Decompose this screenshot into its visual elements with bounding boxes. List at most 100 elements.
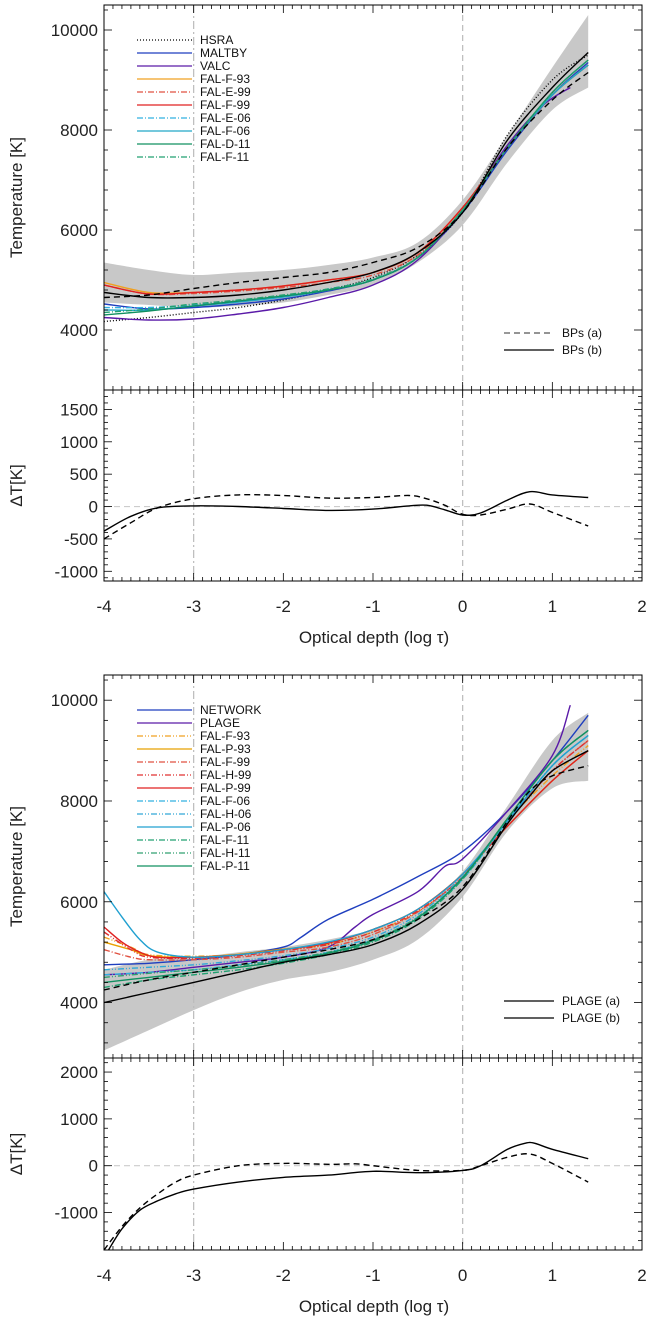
y-tick-label: -500 — [64, 530, 98, 549]
legend: HSRAMALTBYVALCFAL-F-93FAL-E-99FAL-F-99FA… — [137, 33, 251, 164]
y-tick-label: 4000 — [60, 321, 98, 340]
legend-label: FAL-F-06 — [200, 124, 250, 138]
legend-label: VALC — [200, 59, 231, 73]
x-tick-label: 2 — [637, 1266, 646, 1285]
legend-label: FAL-E-99 — [200, 85, 251, 99]
legend-label: FAL-P-93 — [200, 742, 251, 756]
x-tick-label: -3 — [186, 597, 201, 616]
legend-label: FAL-F-93 — [200, 72, 250, 86]
series-line — [104, 739, 589, 961]
y-tick-label: 0 — [89, 1157, 98, 1176]
legend-label: FAL-F-11 — [200, 150, 249, 164]
legend-label: FAL-P-99 — [200, 781, 251, 795]
series-line — [104, 64, 589, 295]
legend-label: PLAGE — [200, 716, 240, 730]
series-line — [104, 745, 589, 957]
series-line — [104, 729, 589, 984]
y-tick-label: 500 — [70, 465, 98, 484]
x-tick-label: 0 — [458, 1266, 467, 1285]
legend-label: HSRA — [200, 33, 233, 47]
x-tick-label: -4 — [96, 1266, 111, 1285]
x-tick-label: 1 — [548, 597, 557, 616]
y-tick-label: 6000 — [60, 221, 98, 240]
series-line — [104, 765, 589, 991]
y-tick-label: 6000 — [60, 893, 98, 912]
legend-secondary: BPs (a) BPs (b) — [504, 326, 602, 357]
series-line — [104, 714, 589, 966]
uncertainty-band — [104, 712, 589, 1051]
legend-label: FAL-F-06 — [200, 794, 250, 808]
x-tick-label: -1 — [365, 597, 380, 616]
panel-2: -4 -3 -2 -1 0 1 2 -1000 -500 0 500 1000 1500 ΔT[K] — [7, 389, 647, 616]
x-tick-label: -1 — [365, 1266, 380, 1285]
x-tick-label: 1 — [548, 1266, 557, 1285]
y-tick-label: -1000 — [55, 562, 98, 581]
y-axis-title: Temperature [K] — [7, 806, 26, 927]
y-tick-label: 0 — [89, 498, 98, 517]
legend-label: FAL-E-06 — [200, 111, 251, 125]
series-line — [104, 739, 589, 960]
panel-4: -4 -3 -2 -1 0 1 2 -1000 0 1000 2000 ΔT[K] — [7, 1057, 647, 1285]
legend-label: FAL-D-11 — [200, 137, 251, 151]
plot-area — [104, 390, 642, 581]
legend-label: FAL-H-06 — [200, 807, 252, 821]
x-tick-label: 0 — [458, 597, 467, 616]
legend-label: BPs (a) — [562, 326, 602, 340]
y-tick-label: 1500 — [60, 400, 98, 419]
series-line — [104, 750, 589, 959]
legend-secondary: PLAGE (a) PLAGE (b) — [504, 994, 620, 1025]
series-line — [104, 490, 589, 532]
x-tick-label: -4 — [96, 597, 111, 616]
uncertainty-band — [104, 15, 589, 308]
legend-label: FAL-F-99 — [200, 755, 250, 769]
legend: NETWORKPLAGEFAL-F-93FAL-P-93FAL-F-99FAL-… — [137, 703, 261, 873]
y-tick-label: -1000 — [55, 1204, 98, 1223]
series-line — [104, 86, 571, 321]
y-tick-label: 10000 — [51, 691, 98, 710]
y-tick-label: 1000 — [60, 1110, 98, 1129]
series-line — [104, 1153, 589, 1250]
legend-label: FAL-H-99 — [200, 768, 252, 782]
y-tick-label: 4000 — [60, 994, 98, 1013]
legend-label: PLAGE (a) — [562, 994, 620, 1008]
legend-label: FAL-P-11 — [200, 859, 250, 873]
legend-label: FAL-P-06 — [200, 820, 251, 834]
x-tick-label: -3 — [186, 1266, 201, 1285]
y-tick-label: 8000 — [60, 121, 98, 140]
series-line — [104, 704, 571, 976]
y-tick-label: 1000 — [60, 433, 98, 452]
legend-label: FAL-H-11 — [200, 846, 251, 860]
x-tick-label: 2 — [637, 597, 646, 616]
y-tick-label: 10000 — [51, 21, 98, 40]
y-axis-title: ΔT[K] — [7, 1133, 26, 1176]
series-line — [104, 51, 589, 299]
plot-area — [104, 675, 589, 1058]
series-line — [104, 64, 589, 296]
panel-1: 4000 6000 8000 10000 Temperature [K] HSRAMALT… — [7, 4, 643, 391]
legend-label: NETWORK — [200, 703, 261, 717]
x-axis-title-bottom: Optical depth (log τ) — [299, 1297, 449, 1316]
series-line — [104, 54, 589, 323]
plot-area — [104, 1058, 642, 1250]
y-axis-title: Temperature [K] — [7, 137, 26, 258]
series-line — [104, 750, 589, 958]
axes-frame — [103, 389, 643, 582]
series-line — [107, 1141, 589, 1250]
series-line — [104, 64, 589, 296]
x-tick-label: -2 — [276, 597, 291, 616]
x-tick-label: -2 — [276, 1266, 291, 1285]
legend-label: BPs (b) — [562, 343, 602, 357]
x-axis-title-top: Optical depth (log τ) — [299, 628, 449, 647]
y-tick-label: 2000 — [60, 1063, 98, 1082]
legend-label: MALTBY — [200, 46, 247, 60]
series-line — [104, 493, 589, 540]
y-tick-label: 8000 — [60, 792, 98, 811]
series-line — [104, 71, 589, 299]
legend-label: FAL-F-99 — [200, 98, 250, 112]
y-axis-title: ΔT[K] — [7, 464, 26, 507]
series-line — [104, 734, 589, 958]
series-line — [104, 749, 589, 1004]
legend-label: PLAGE (b) — [562, 1011, 620, 1025]
